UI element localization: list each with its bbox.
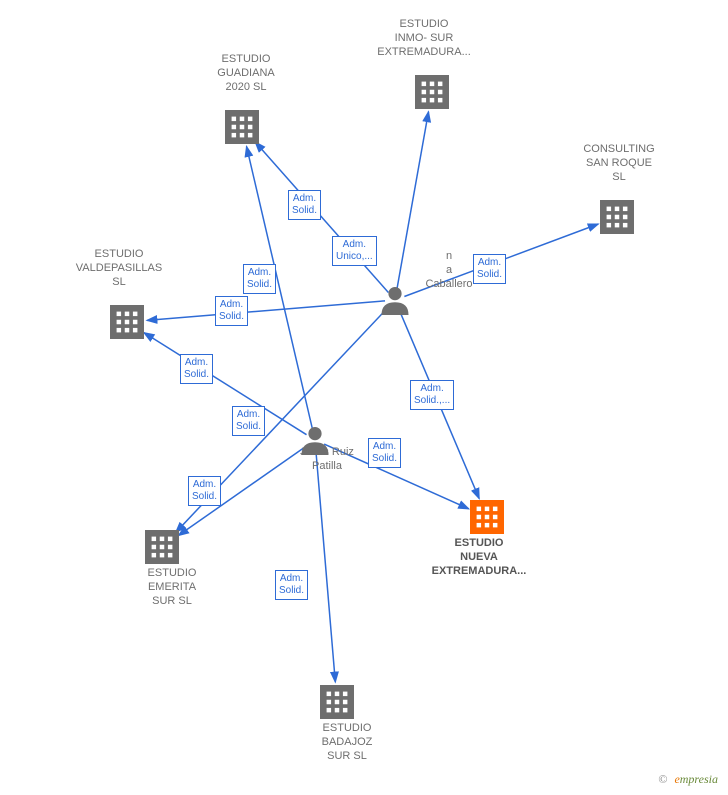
edge bbox=[324, 444, 469, 509]
edge bbox=[404, 224, 598, 296]
building-icon[interactable] bbox=[415, 75, 449, 109]
edge bbox=[247, 146, 313, 430]
edge bbox=[316, 450, 335, 682]
brand-rest: mpresia bbox=[680, 772, 718, 786]
footer-branding: © empresia bbox=[658, 772, 718, 787]
building-icon[interactable] bbox=[225, 110, 259, 144]
network-canvas bbox=[0, 0, 728, 795]
edge bbox=[397, 112, 429, 290]
person-icon[interactable] bbox=[382, 287, 409, 315]
edge bbox=[147, 301, 385, 321]
copyright-symbol: © bbox=[658, 772, 667, 786]
edge bbox=[178, 446, 306, 536]
building-icon[interactable] bbox=[470, 500, 504, 534]
building-icon[interactable] bbox=[145, 530, 179, 564]
person-icon[interactable] bbox=[302, 427, 329, 455]
building-icon[interactable] bbox=[320, 685, 354, 719]
building-icon[interactable] bbox=[110, 305, 144, 339]
edge bbox=[399, 309, 479, 498]
edge bbox=[144, 333, 307, 435]
building-icon[interactable] bbox=[600, 200, 634, 234]
